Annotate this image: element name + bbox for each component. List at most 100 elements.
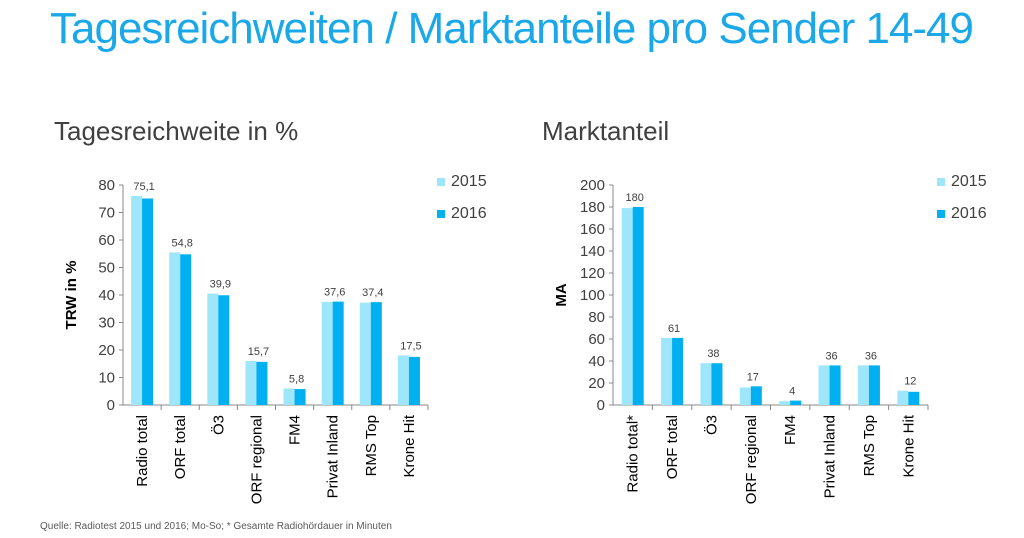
data-label: 36: [865, 350, 877, 362]
y-tick-label: 80: [98, 177, 115, 194]
bar-2015: [283, 388, 295, 405]
y-tick-label: 20: [98, 342, 115, 359]
x-tick-label: Radio total*: [625, 415, 642, 493]
data-label: 4: [789, 386, 795, 398]
bar-2015: [621, 208, 633, 405]
y-tick-label: 0: [597, 397, 605, 414]
bar-2015: [897, 390, 909, 405]
y-tick-label: 140: [580, 243, 605, 260]
y-tick-label: 60: [588, 331, 605, 348]
bar-2015: [857, 365, 869, 405]
bar-2016: [180, 254, 192, 405]
x-tick-label: Krone Hit: [900, 414, 917, 477]
legend-label-2016: 2016: [451, 205, 487, 222]
x-tick-label: ORF total: [664, 415, 681, 479]
data-label: 54,8: [171, 237, 192, 249]
share-bar-chart: 0 20 40 60 80 100 120 140 160 180 200 MA 180 Radio to…: [553, 177, 929, 504]
data-label: 180: [626, 192, 644, 204]
bar-2016: [711, 363, 723, 405]
y-tick-label: 160: [580, 221, 605, 238]
bar-2015: [321, 301, 333, 405]
bar-2016: [256, 361, 268, 405]
x-tick-label: Krone Hit: [401, 414, 418, 477]
x-tick-label: Privat Inland: [822, 415, 839, 498]
y-tick-label: 10: [98, 370, 115, 387]
bar-2015: [245, 361, 257, 405]
legend-label-2015: 2015: [951, 173, 987, 190]
y-tick-label: 40: [98, 287, 115, 304]
y-axis-title: MA: [553, 283, 570, 306]
chart-title-reach: Tagesreichweite in %: [54, 116, 299, 146]
data-label: 39,9: [210, 279, 231, 291]
chart-title-share: Marktanteil: [542, 116, 670, 146]
y-tick-label: 100: [580, 287, 605, 304]
bar-2016: [908, 391, 920, 405]
y-tick-label: 200: [580, 177, 605, 194]
data-label: 37,6: [324, 287, 345, 299]
data-label: 15,7: [248, 346, 269, 358]
data-label: 12: [904, 376, 916, 388]
page-title: Tagesreichweiten / Marktanteile pro Send…: [50, 4, 974, 53]
bar-2016: [750, 386, 762, 405]
y-axis-title: TRW in %: [63, 261, 80, 330]
bar-2015: [131, 196, 143, 405]
bar-2016: [672, 337, 684, 405]
x-tick-label: Privat Inland: [325, 415, 342, 498]
bar-2016: [370, 302, 382, 405]
data-label: 75,1: [133, 181, 154, 193]
legend-swatch-2016: [937, 209, 945, 218]
data-label: 61: [668, 323, 680, 335]
x-tick-label: ORF regional: [248, 415, 265, 504]
bar-2016: [632, 207, 644, 405]
x-tick-label: FM4: [287, 415, 304, 445]
y-tick-label: 180: [580, 199, 605, 216]
bar-2015: [739, 387, 751, 405]
bar-2015: [169, 252, 181, 405]
y-tick-label: 70: [98, 205, 115, 222]
x-tick-label: RMS Top: [363, 415, 380, 476]
y-tick-label: 50: [98, 260, 115, 277]
bar-2016: [829, 365, 841, 405]
bar-2016: [408, 356, 420, 405]
legend-item-2015: 2015: [937, 173, 987, 191]
reach-bar-chart: 0 10 20 30 40 50 60 70 80 TRW in % 75,1 Radio total…: [63, 177, 429, 504]
legend-item-2016: 2016: [437, 205, 487, 223]
bar-2016: [868, 365, 880, 405]
legend-swatch-2015: [437, 177, 445, 186]
y-tick-label: 20: [588, 375, 605, 392]
bar-2016: [790, 400, 802, 405]
y-tick-label: 40: [588, 353, 605, 370]
data-label: 5,8: [289, 374, 304, 386]
x-tick-label: Radio total: [134, 415, 151, 487]
x-tick-label: FM4: [782, 415, 799, 445]
data-label: 38: [707, 348, 719, 360]
bar-2015: [397, 355, 409, 405]
y-tick-label: 80: [588, 309, 605, 326]
legend-label-2015: 2015: [451, 173, 487, 190]
y-tick-label: 120: [580, 265, 605, 282]
source-footnote: Quelle: Radiotest 2015 und 2016; Mo-So; …: [40, 521, 392, 532]
bar-2016: [294, 389, 306, 405]
bar-2015: [661, 337, 673, 405]
bar-2015: [818, 365, 830, 405]
legend-swatch-2015: [937, 177, 945, 186]
bar-2015: [700, 363, 712, 405]
y-tick-label: 0: [107, 397, 115, 414]
bar-2016: [332, 301, 344, 405]
y-tick-label: 60: [98, 232, 115, 249]
x-tick-label: Ö3: [209, 415, 227, 435]
bar-2015: [359, 302, 371, 405]
legend-item-2016: 2016: [937, 205, 987, 223]
legend-label-2016: 2016: [951, 205, 987, 222]
bar-2015: [207, 293, 219, 405]
bar-2016: [142, 198, 154, 405]
x-tick-label: ORF total: [172, 415, 189, 479]
data-label: 36: [825, 350, 837, 362]
bar-2015: [779, 401, 791, 405]
legend-item-2015: 2015: [437, 173, 487, 191]
x-tick-label: ORF regional: [743, 415, 760, 504]
x-tick-label: RMS Top: [861, 415, 878, 476]
data-label: 17: [747, 371, 759, 383]
legend-swatch-2016: [437, 209, 445, 218]
data-label: 37,4: [362, 287, 383, 299]
